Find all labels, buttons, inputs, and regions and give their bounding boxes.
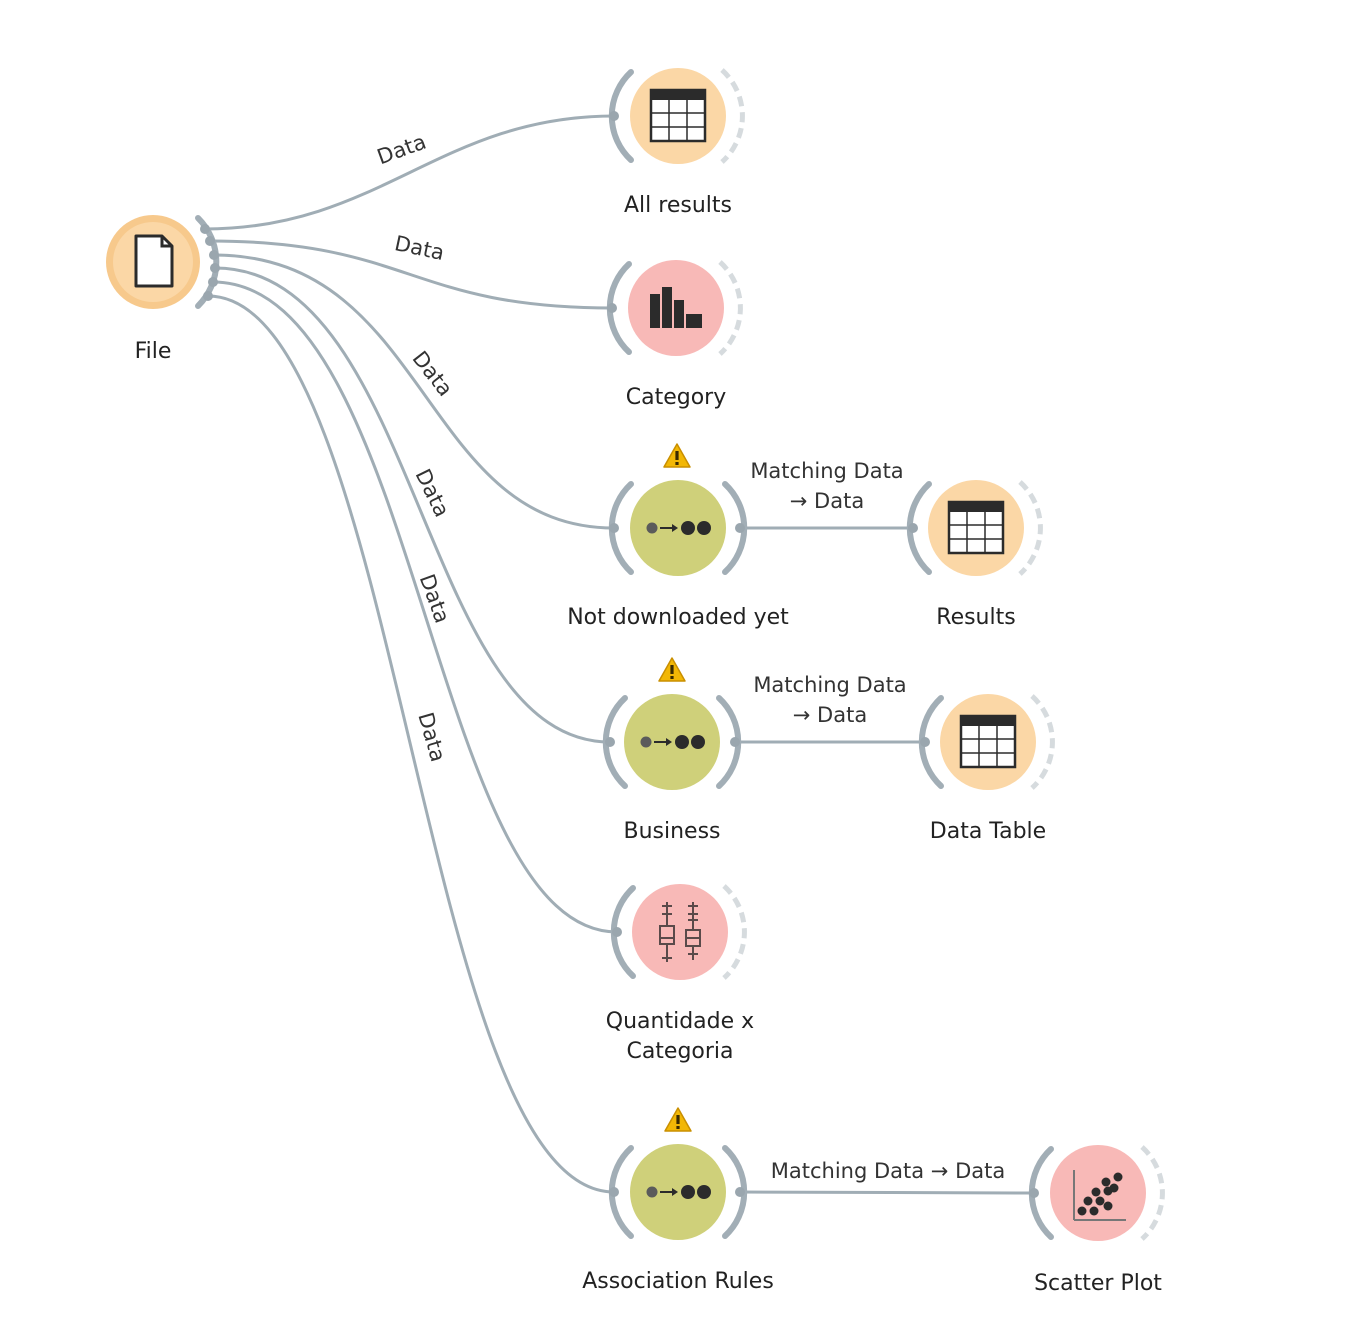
node-business[interactable]: Business (602, 657, 742, 844)
link-file-business[interactable] (214, 266, 611, 744)
output-arc-empty (718, 260, 743, 356)
link-label: Data (411, 465, 455, 521)
input-anchor[interactable] (609, 1187, 619, 1197)
node-label: Business (623, 819, 720, 844)
node-not-downloaded-yet[interactable]: Not downloaded yet (567, 443, 789, 630)
output-arc-empty (1140, 1145, 1165, 1241)
link-file-all-results[interactable] (204, 114, 615, 231)
input-anchor[interactable] (609, 111, 619, 121)
output-anchors[interactable] (200, 224, 220, 301)
node-label: All results (624, 193, 732, 218)
input-anchor[interactable] (920, 737, 930, 747)
link-file-quantidade[interactable] (212, 280, 618, 934)
scatter-plot-icon (1073, 1170, 1126, 1221)
link-association-scatter[interactable] (739, 1190, 1035, 1195)
link-labels: Data Data Data Data Data Data Matching D… (374, 130, 1005, 1183)
select-rows-icon (646, 1185, 711, 1199)
node-quantidade-x-categoria[interactable]: Quantidade x Categoria (606, 884, 754, 1064)
output-anchor[interactable] (735, 523, 745, 533)
warning-icon (658, 657, 686, 682)
output-anchor[interactable] (735, 1187, 745, 1197)
input-anchor[interactable] (908, 523, 918, 533)
node-label: Category (626, 385, 727, 410)
node-label: Association Rules (582, 1269, 774, 1294)
link-label: Matching Data → Data (771, 1159, 1005, 1183)
node-label-line2: Categoria (626, 1039, 733, 1064)
select-rows-icon (640, 735, 705, 749)
input-anchor[interactable] (1029, 1188, 1039, 1198)
output-arc-empty (720, 68, 745, 164)
node-body (632, 884, 728, 980)
box-plot-icon (659, 902, 701, 962)
data-table-icon (947, 500, 1005, 555)
link-label: Data (408, 347, 458, 401)
data-table-icon (649, 88, 707, 143)
link-label: Matching Data (753, 673, 906, 697)
warning-icon (664, 1107, 692, 1132)
link-label: Data (413, 710, 450, 765)
node-file[interactable]: File (106, 215, 220, 364)
node-label: File (135, 339, 172, 364)
data-table-icon (959, 714, 1017, 769)
output-anchor[interactable] (730, 737, 740, 747)
link-file-not-downloaded[interactable] (213, 253, 615, 530)
input-anchor[interactable] (609, 523, 619, 533)
node-all-results[interactable]: All results (608, 68, 745, 218)
output-arc-empty (722, 884, 747, 980)
node-association-rules[interactable]: Association Rules (582, 1107, 774, 1294)
input-anchor[interactable] (607, 303, 617, 313)
select-rows-icon (646, 521, 711, 535)
node-data-table[interactable]: Data Table (918, 694, 1055, 844)
node-category[interactable]: Category (606, 260, 743, 410)
link-file-category[interactable] (209, 239, 613, 310)
bar-chart-icon (650, 287, 702, 328)
file-icon (134, 234, 174, 288)
input-anchor[interactable] (612, 927, 622, 937)
node-label: Results (936, 605, 1015, 630)
link-label: → Data (790, 489, 864, 513)
link-label: Matching Data (750, 459, 903, 483)
link-label: Data (374, 130, 429, 170)
links-layer (204, 114, 1035, 1195)
output-arc-empty (1030, 694, 1055, 790)
link-file-association[interactable] (207, 294, 615, 1194)
output-arc-empty (1018, 480, 1043, 576)
node-label: Data Table (930, 819, 1046, 844)
node-label-line1: Quantidade x (606, 1009, 754, 1034)
input-anchor[interactable] (605, 737, 615, 747)
node-label: Not downloaded yet (567, 605, 789, 630)
node-results[interactable]: Results (906, 480, 1043, 630)
link-label: → Data (793, 703, 867, 727)
warning-icon (663, 443, 691, 468)
node-label: Scatter Plot (1034, 1271, 1162, 1296)
node-scatter-plot[interactable]: Scatter Plot (1028, 1145, 1165, 1296)
link-label: Data (392, 231, 446, 265)
